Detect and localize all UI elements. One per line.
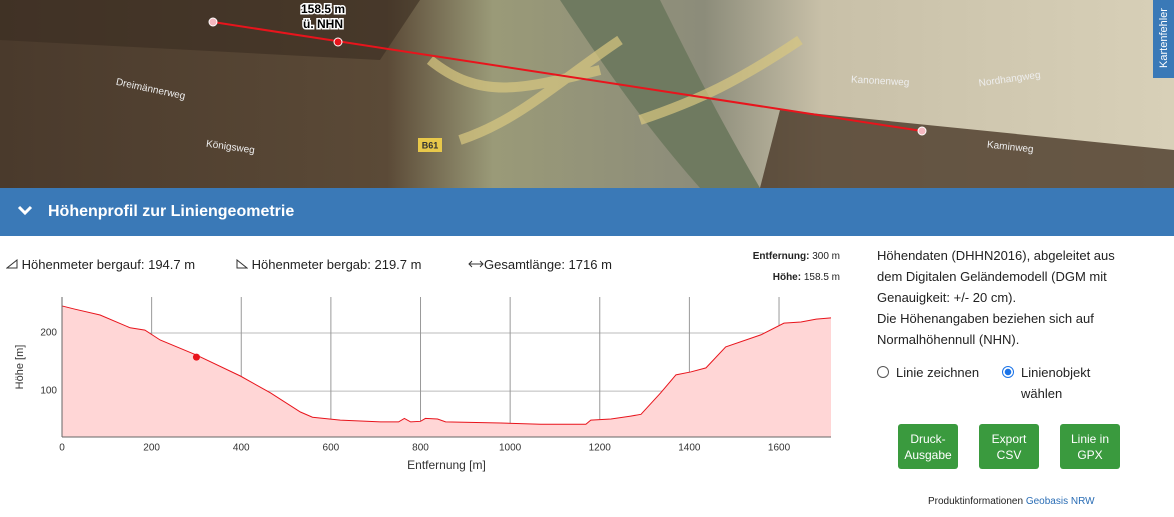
- info-paragraph: Die Höhenangaben beziehen sich auf Norma…: [877, 311, 1094, 347]
- info-text: Höhendaten (DHHN2016), abgeleitet aus de…: [877, 245, 1139, 350]
- position-marker: [192, 353, 200, 361]
- position-marker: [333, 37, 343, 47]
- button[interactable]: Linie in GPX: [1060, 424, 1120, 469]
- stat-text: Höhenmeter bergab: 219.7 m: [251, 257, 422, 272]
- x-tick-label: 200: [143, 443, 160, 454]
- stat-text: Höhenmeter bergauf: 194.7 m: [21, 257, 196, 272]
- footer: Produktinformationen Geobasis NRW: [928, 496, 1095, 507]
- road-sign: [418, 138, 442, 152]
- stat-text: Gesamtlänge: 1716 m: [484, 257, 612, 272]
- line-end: [208, 17, 218, 27]
- panel-title: Höhenprofil zur Liniengeometrie: [48, 203, 295, 220]
- footer-link[interactable]: Geobasis NRW: [1025, 496, 1095, 507]
- tooltip: Entfernung: 300 m Höhe: 158.5 m: [720, 246, 840, 288]
- tooltip-value: 158.5 m: [803, 272, 840, 283]
- forest: [760, 110, 1174, 188]
- stat-up: Höhenmeter bergauf: 194.7 m: [5, 257, 196, 272]
- y-tick-label: 200: [40, 328, 57, 339]
- area-fill: [62, 305, 831, 437]
- x-axis-label: Entfernung [m]: [407, 458, 486, 472]
- profile-chart[interactable]: 100 200 0 200 400 600 800 1000 1200 1400 1600 Entfe…: [0, 236, 860, 481]
- radio-button[interactable]: [1002, 366, 1014, 378]
- tooltip-label: Höhe:: [772, 272, 802, 283]
- x-tick-label: 1200: [589, 443, 612, 454]
- stat-length: Gesamtlänge: 1716 m: [468, 257, 612, 272]
- x-tick-label: 600: [323, 443, 340, 454]
- radio-label[interactable]: Linienobjekt wählen: [1021, 365, 1091, 401]
- radio-option[interactable]: Linie zeichnen: [877, 362, 991, 383]
- forest: [0, 0, 420, 60]
- y-axis-label: Höhe [m]: [14, 345, 26, 390]
- x-tick-label: 400: [233, 443, 250, 454]
- tooltip-label: Entfernung:: [752, 251, 810, 262]
- x-tick-label: 1400: [678, 443, 701, 454]
- line-end: [917, 126, 927, 136]
- radio-option[interactable]: Linienobjekt wählen: [1002, 362, 1116, 404]
- x-tick-label: 1000: [499, 443, 522, 454]
- map-height-label: 158.5 m: [301, 2, 345, 16]
- side-tab-label[interactable]: Kartenfehler: [1158, 8, 1170, 68]
- x-tick-label: 0: [59, 443, 65, 454]
- footer-text: Produktinformationen: [928, 496, 1024, 507]
- x-tick-label: 800: [412, 443, 429, 454]
- radio-label[interactable]: Linie zeichnen: [896, 365, 980, 380]
- x-tick-label: 1600: [768, 443, 791, 454]
- button[interactable]: Export CSV: [979, 424, 1039, 469]
- street-label: Kaminweg: [986, 140, 1034, 156]
- info-paragraph: Höhendaten (DHHN2016), abgeleitet aus de…: [877, 248, 1115, 305]
- panel-header[interactable]: Höhenprofil zur Liniengeometrie: [0, 188, 1174, 236]
- button[interactable]: Druck-Ausgabe: [898, 424, 958, 469]
- radio-button[interactable]: [877, 366, 889, 378]
- collapse-icon[interactable]: [17, 202, 33, 218]
- profile-line: [212, 21, 923, 132]
- y-tick-label: 100: [40, 386, 57, 397]
- road-label: B61: [422, 140, 439, 150]
- map-height-unit: ü. NHN: [303, 17, 343, 31]
- side-tab[interactable]: [1153, 0, 1174, 78]
- stat-down: Höhenmeter bergab: 219.7 m: [236, 257, 421, 272]
- tooltip-value: 300 m: [812, 251, 840, 262]
- street-label: Kanonenweg: [851, 74, 910, 88]
